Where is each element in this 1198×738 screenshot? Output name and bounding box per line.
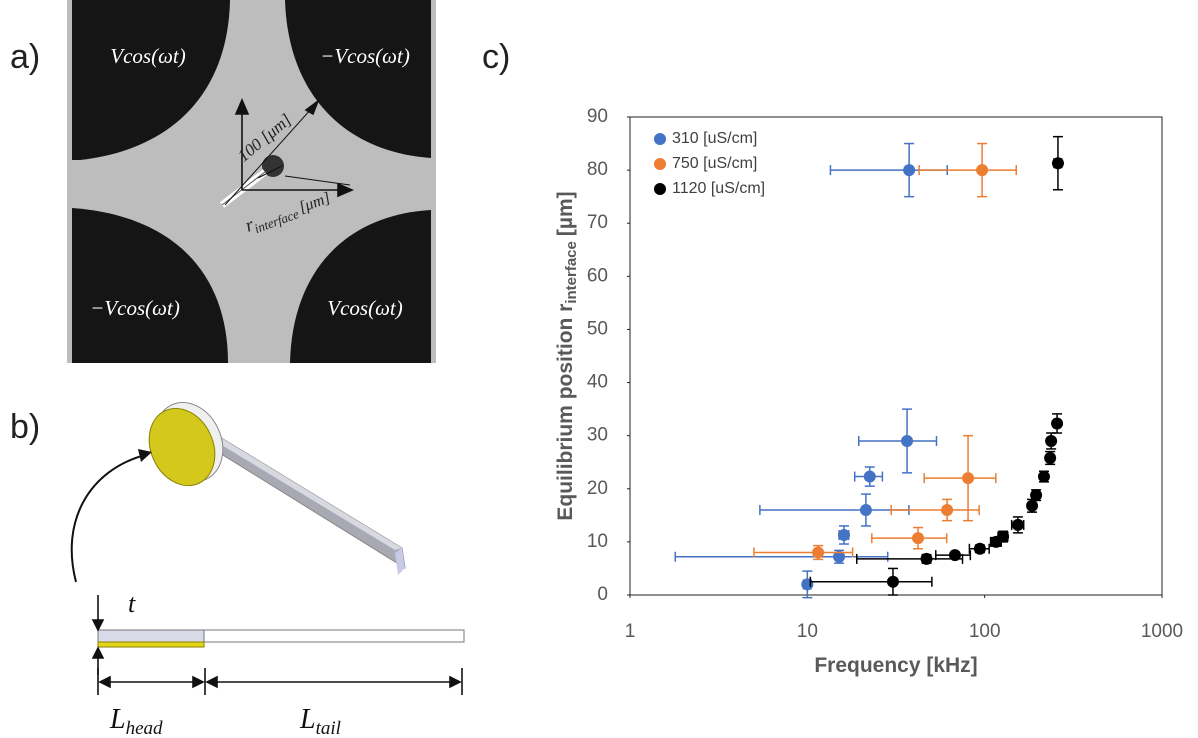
point xyxy=(976,164,989,177)
x-tick-label: 1000 xyxy=(1141,621,1183,642)
point xyxy=(1045,434,1058,447)
point xyxy=(901,434,914,447)
x-tick-label: 10 xyxy=(797,621,818,642)
point xyxy=(886,575,899,588)
y-tick-label: 80 xyxy=(587,159,608,180)
y-title-main: Equilibrium position r xyxy=(554,304,577,521)
y-axis-title: Equilibrium position rinterface [µm] xyxy=(554,191,580,520)
y-tick-label: 30 xyxy=(587,425,608,446)
electrode-label: −Vcos(ωt) xyxy=(90,296,180,320)
point xyxy=(1037,470,1050,483)
head-symbol: L xyxy=(109,704,126,735)
electrode-label: −Vcos(ωt) xyxy=(320,44,410,68)
panel-label: b) xyxy=(10,408,40,446)
point xyxy=(859,504,872,517)
head-label: Lhead xyxy=(109,704,163,738)
panel-label: c) xyxy=(482,38,510,76)
x-tick-label: 100 xyxy=(969,621,1001,642)
point xyxy=(912,532,925,545)
y-title-unit: [µm] xyxy=(554,191,577,236)
point xyxy=(1051,157,1064,170)
y-tick-label: 40 xyxy=(587,372,608,393)
point xyxy=(838,528,851,541)
point xyxy=(990,535,1003,548)
legend-label: 750 [uS/cm] xyxy=(672,155,757,172)
y-tick-label: 70 xyxy=(587,212,608,233)
chart: Frequency [kHz] Equilibrium position rin… xyxy=(554,106,1183,677)
x-axis-title: Frequency [kHz] xyxy=(814,654,977,677)
tail-label: Ltail xyxy=(299,704,341,738)
electrode-label: Vcos(ωt) xyxy=(327,296,402,320)
point xyxy=(920,552,933,565)
point xyxy=(1011,518,1024,531)
y-title-sub: interface xyxy=(563,241,580,304)
thickness-label: t xyxy=(128,589,136,618)
point xyxy=(812,546,825,559)
y-tick-label: 10 xyxy=(587,531,608,552)
legend-marker xyxy=(654,158,666,170)
point xyxy=(1051,417,1064,430)
point xyxy=(903,164,916,177)
tail-symbol: L xyxy=(299,704,316,735)
y-tick-label: 50 xyxy=(587,318,608,339)
x-tick-label: 1 xyxy=(625,621,636,642)
point xyxy=(1026,499,1039,512)
electrode-label: Vcos(ωt) xyxy=(110,44,185,68)
micrograph: Vcos(ωt) −Vcos(ωt) −Vcos(ωt) Vcos(ωt) 10… xyxy=(67,0,436,363)
point xyxy=(833,550,846,563)
point xyxy=(962,472,975,485)
y-tick-label: 0 xyxy=(597,584,608,605)
legend-marker xyxy=(654,183,666,195)
y-tick-label: 90 xyxy=(587,106,608,127)
point xyxy=(863,470,876,483)
panel-label: a) xyxy=(10,38,40,76)
legend-label: 1120 [uS/cm] xyxy=(672,180,765,197)
y-tick-label: 20 xyxy=(587,478,608,499)
point xyxy=(941,504,954,517)
particle-diagram: t Lhead Ltail xyxy=(70,401,465,738)
point xyxy=(973,542,986,555)
y-tick-label: 60 xyxy=(587,265,608,286)
tail-sub: tail xyxy=(316,718,341,738)
legend-marker xyxy=(654,133,666,145)
head-sub: head xyxy=(126,718,163,738)
legend-label: 310 [uS/cm] xyxy=(672,130,757,147)
point xyxy=(1044,451,1057,464)
point xyxy=(801,578,814,591)
point xyxy=(1030,489,1043,502)
